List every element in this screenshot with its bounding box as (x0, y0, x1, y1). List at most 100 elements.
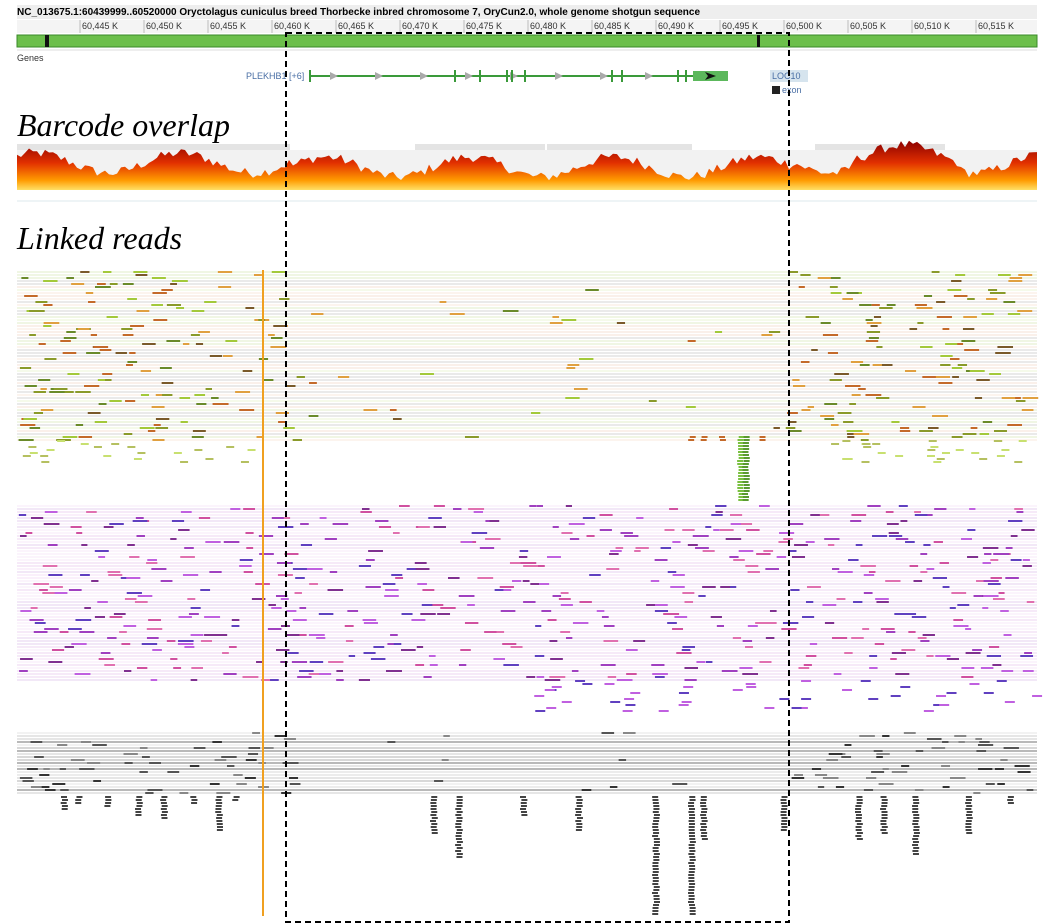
read (456, 829, 463, 831)
read (57, 440, 66, 442)
read (986, 298, 998, 300)
read (688, 898, 695, 900)
read (860, 565, 876, 567)
read (966, 811, 973, 813)
read (22, 780, 34, 782)
read (737, 460, 744, 462)
read (827, 544, 835, 546)
read (803, 664, 812, 666)
read (654, 676, 665, 678)
read (153, 424, 161, 426)
read (805, 316, 820, 318)
read (21, 277, 29, 279)
read (573, 388, 588, 390)
read (951, 280, 962, 282)
read (283, 517, 291, 519)
read (975, 738, 982, 740)
read (801, 698, 812, 700)
read (964, 349, 980, 351)
read (585, 289, 599, 291)
read (939, 562, 949, 564)
read (989, 373, 1001, 375)
read (820, 415, 835, 417)
read (780, 811, 787, 813)
read (503, 589, 512, 591)
read (805, 541, 815, 543)
read (885, 580, 901, 582)
read (378, 526, 392, 528)
read (160, 580, 173, 582)
read (923, 710, 934, 712)
read (521, 799, 528, 801)
read (1022, 565, 1032, 567)
read (738, 523, 753, 525)
read (689, 823, 696, 825)
read (549, 322, 563, 324)
read (688, 862, 695, 864)
read (672, 628, 684, 630)
read (949, 358, 960, 360)
read (133, 458, 142, 460)
read (705, 661, 713, 663)
read (448, 577, 460, 579)
read (190, 796, 197, 798)
read (920, 640, 930, 642)
read (275, 412, 289, 414)
read (24, 385, 37, 387)
read (196, 403, 207, 405)
read (610, 701, 621, 703)
read (420, 613, 436, 615)
read (670, 586, 685, 588)
read (61, 799, 68, 801)
read (184, 646, 195, 648)
read (878, 783, 894, 785)
read (791, 556, 806, 558)
read (182, 574, 199, 576)
read (830, 292, 842, 294)
read (913, 817, 920, 819)
read (995, 352, 1011, 354)
read (124, 762, 133, 764)
read (61, 796, 68, 798)
read (800, 361, 810, 363)
read (776, 556, 787, 558)
read (530, 583, 541, 585)
read (882, 768, 889, 770)
read (716, 625, 724, 627)
read (920, 346, 933, 348)
read (922, 307, 933, 309)
read (68, 628, 82, 630)
read (891, 421, 900, 423)
read (678, 704, 689, 706)
read (41, 786, 50, 788)
read (766, 622, 777, 624)
read (205, 388, 213, 390)
read (392, 418, 402, 420)
read (791, 707, 802, 709)
read (780, 799, 787, 801)
read (1003, 747, 1019, 749)
read (996, 455, 1005, 457)
read (942, 786, 950, 788)
read (652, 847, 659, 849)
read (541, 610, 552, 612)
coverage-band (145, 144, 290, 150)
read (270, 337, 283, 339)
read (688, 874, 695, 876)
read (688, 895, 695, 897)
read (730, 586, 737, 588)
read (134, 601, 148, 603)
read (1007, 424, 1022, 426)
read (1009, 277, 1023, 279)
read (93, 346, 109, 348)
read (873, 750, 883, 752)
read (420, 373, 434, 375)
read (700, 823, 707, 825)
read (912, 406, 926, 408)
coverage-area (17, 140, 1037, 190)
read (738, 469, 745, 471)
read (981, 313, 994, 315)
read (601, 616, 609, 618)
read (222, 652, 229, 654)
read (788, 523, 804, 525)
